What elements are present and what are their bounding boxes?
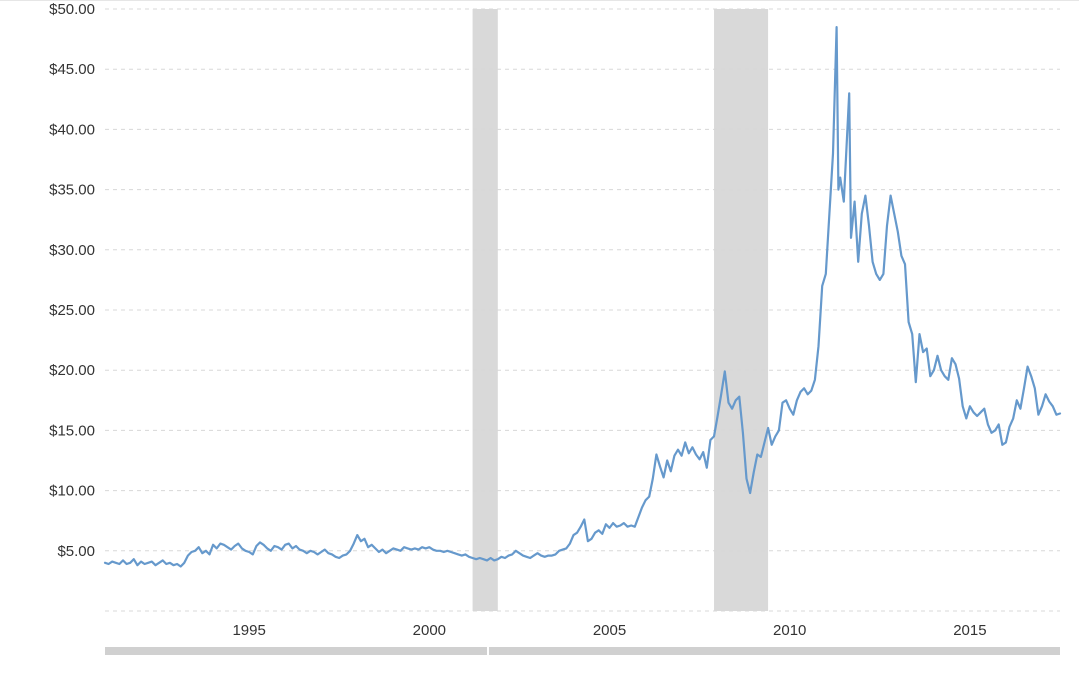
- y-tick-label: $35.00: [49, 182, 95, 199]
- y-tick-label: $20.00: [49, 362, 95, 379]
- y-tick-label: $45.00: [49, 61, 95, 78]
- price-chart: $5.00 $10.00 $15.00 $20.00 $25.00 $30.00 $35.0…: [0, 0, 1079, 669]
- y-tick-label: $25.00: [49, 302, 95, 319]
- y-tick-label: $50.00: [49, 1, 95, 18]
- range-bar-segment[interactable]: [489, 647, 1060, 655]
- x-tick-label: 1995: [232, 622, 265, 639]
- y-tick-label: $10.00: [49, 483, 95, 500]
- y-tick-label: $40.00: [49, 121, 95, 138]
- y-tick-label: $30.00: [49, 242, 95, 259]
- x-tick-label: 2000: [413, 622, 446, 639]
- chart-svg: $5.00 $10.00 $15.00 $20.00 $25.00 $30.00 $35.0…: [0, 1, 1079, 670]
- y-tick-label: $5.00: [57, 543, 95, 560]
- x-tick-label: 2005: [593, 622, 626, 639]
- x-tick-label: 2010: [773, 622, 806, 639]
- y-tick-label: $15.00: [49, 422, 95, 439]
- x-tick-label: 2015: [953, 622, 986, 639]
- range-bar-segment[interactable]: [105, 647, 487, 655]
